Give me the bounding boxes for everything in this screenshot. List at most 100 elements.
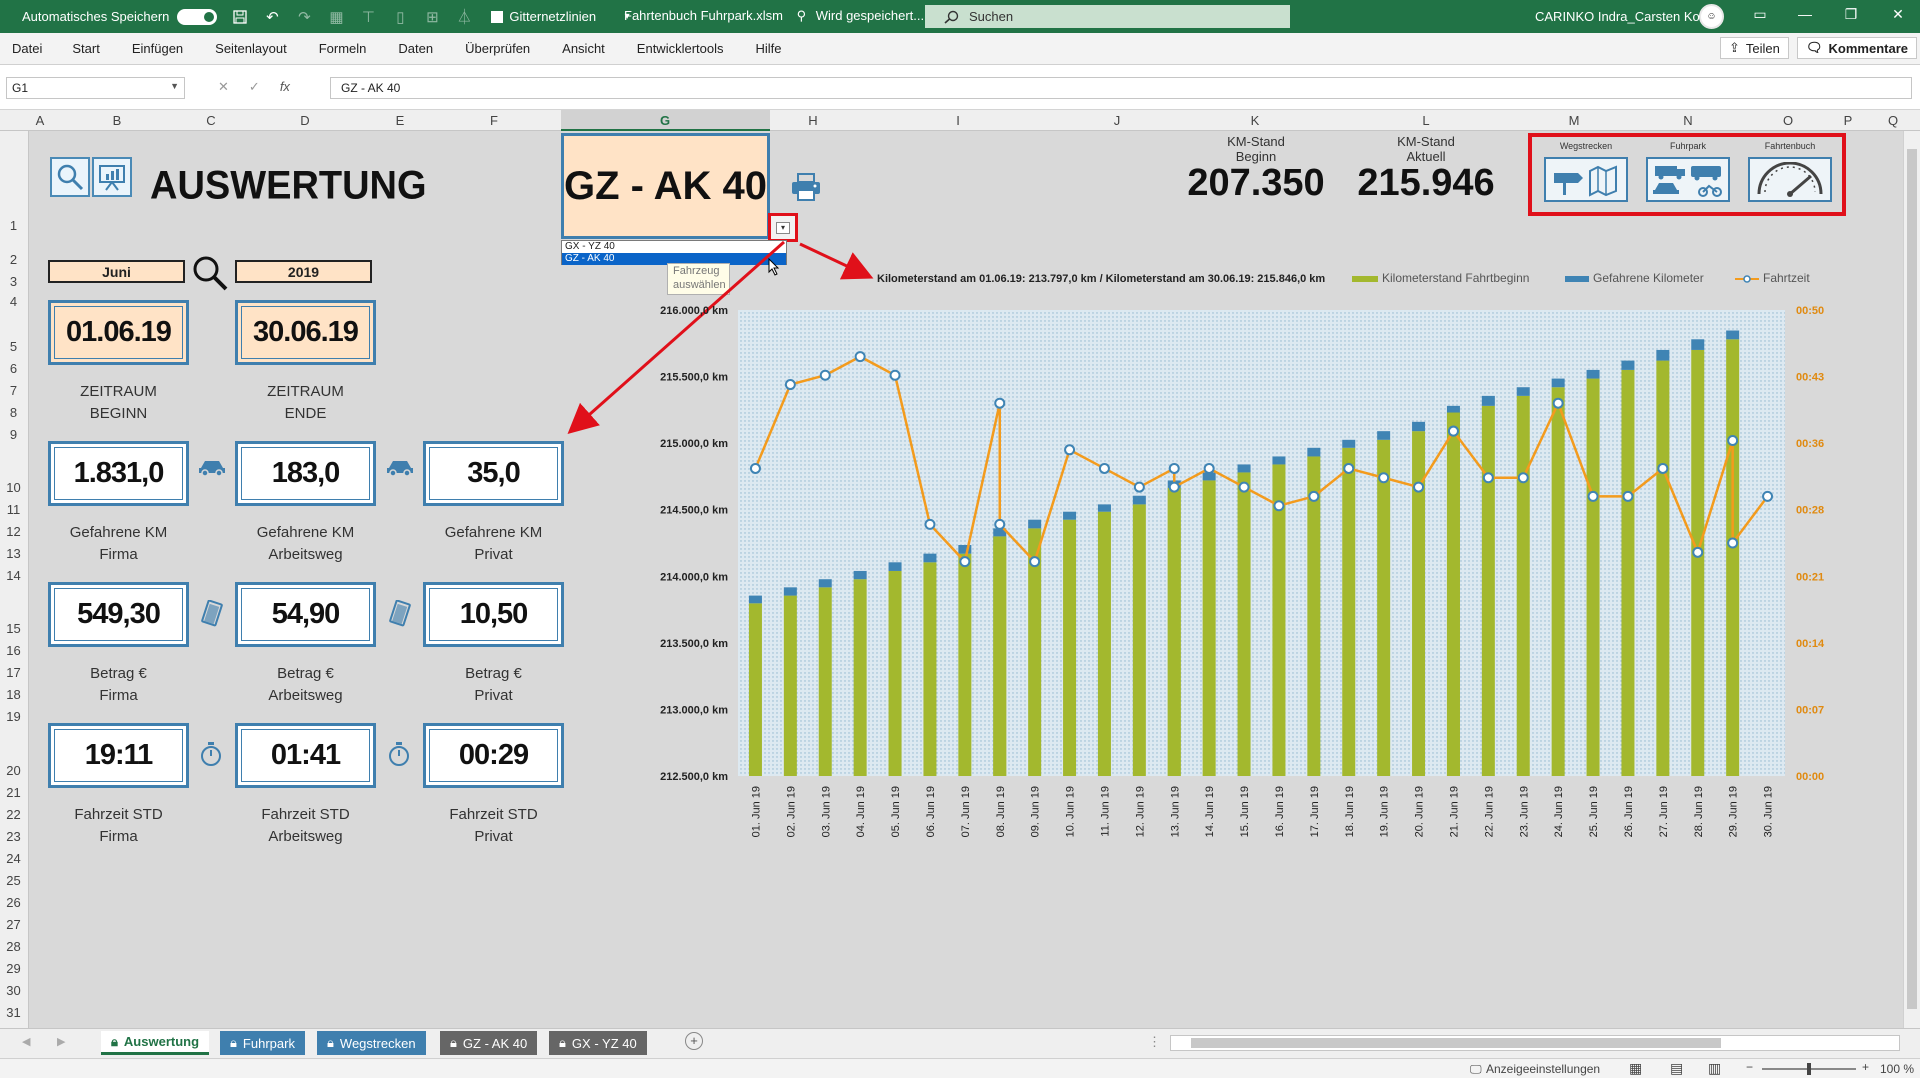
redo-icon[interactable]: ↷ [298, 8, 311, 26]
nav-fuhrpark-button[interactable] [1646, 157, 1730, 202]
zoom-slider[interactable] [1762, 1063, 1856, 1075]
col-header-m[interactable]: M [1568, 113, 1580, 128]
row-header[interactable]: 28 [6, 939, 21, 954]
row-header[interactable]: 4 [9, 294, 18, 309]
year-cell[interactable]: 2019 [235, 260, 372, 283]
confirm-icon[interactable]: ✓ [248, 79, 260, 94]
row-header[interactable]: 3 [9, 274, 18, 289]
row-header[interactable]: 9 [9, 427, 18, 442]
row-header[interactable]: 2 [9, 252, 18, 267]
tab-entwicklertools[interactable]: Entwicklertools [636, 41, 724, 56]
tab-formeln[interactable]: Formeln [318, 41, 367, 56]
row-header[interactable]: 8 [9, 405, 18, 420]
qa-icon-2[interactable]: ⊤ [361, 8, 375, 26]
row-header[interactable]: 12 [6, 524, 21, 539]
col-header-n[interactable]: N [1683, 113, 1693, 128]
row-header[interactable]: 6 [9, 361, 18, 376]
close-icon[interactable]: ✕ [1892, 6, 1904, 22]
display-settings-icon[interactable]: 🖵︎ [1470, 1062, 1482, 1076]
user-name[interactable]: CARINKO Indra_Carsten Kohl [1535, 9, 1710, 24]
row-header[interactable]: 27 [6, 917, 21, 932]
tab-ueberpruefen[interactable]: Überprüfen [465, 41, 531, 56]
more-icon[interactable]: ⋮ [1148, 1034, 1161, 1049]
col-header-q[interactable]: Q [1887, 113, 1899, 128]
qa-icon-3[interactable]: ▯ [396, 8, 405, 26]
zoom-in-icon[interactable]: + [1862, 1060, 1870, 1074]
col-header-k[interactable]: K [1250, 113, 1260, 128]
display-settings[interactable]: Anzeigeeinstellungen [1486, 1062, 1601, 1076]
next-sheet-icon[interactable]: ▶ [57, 1036, 66, 1048]
sheet-tab-fuhrpark[interactable]: 🔒︎ Fuhrpark [220, 1031, 305, 1055]
search-box[interactable]: Suchen [925, 5, 1290, 28]
row-header[interactable]: 16 [6, 643, 21, 658]
col-header-h[interactable]: H [808, 113, 818, 128]
col-header-p[interactable]: P [1843, 113, 1853, 128]
col-header-g[interactable]: G [659, 113, 671, 128]
cancel-icon[interactable]: ✕ [218, 79, 229, 94]
col-header-i[interactable]: I [956, 113, 960, 128]
search-tool-button[interactable] [50, 157, 90, 197]
sheet-tab-auswertung[interactable]: 🔒︎ Auswertung [101, 1031, 210, 1055]
page-break-icon[interactable]: ▥ [1708, 1060, 1722, 1076]
presentation-tool-button[interactable] [92, 157, 132, 197]
nav-fahrtenbuch-button[interactable] [1748, 157, 1832, 202]
row-header[interactable]: 29 [6, 961, 21, 976]
function-icon[interactable]: fx [279, 79, 290, 94]
undo-icon[interactable]: ↶ [266, 8, 279, 26]
col-header-a[interactable]: A [35, 113, 45, 128]
row-header[interactable]: 1 [9, 218, 18, 233]
save-icon[interactable] [231, 8, 249, 26]
ribbon-display-icon[interactable]: ▭ [1753, 6, 1767, 22]
name-box[interactable]: G1 ▼ [6, 77, 185, 99]
tab-seitenlayout[interactable]: Seitenlayout [215, 41, 287, 56]
zoom-level[interactable]: 100 % [1880, 1062, 1915, 1076]
tab-daten[interactable]: Daten [398, 41, 434, 56]
row-header[interactable]: 25 [6, 873, 21, 888]
dropdown-option[interactable]: GX - YZ 40 [565, 241, 615, 252]
horizontal-scrollbar-thumb[interactable] [1191, 1038, 1721, 1048]
row-header[interactable]: 10 [6, 480, 21, 495]
vehicle-selector-cell[interactable]: GZ - AK 40 [561, 133, 770, 239]
sheet-tab-gx-yz-40[interactable]: 🔒︎ GX - YZ 40 [549, 1031, 647, 1055]
vertical-scrollbar-thumb[interactable] [1907, 149, 1917, 1009]
vertical-scrollbar[interactable] [1903, 131, 1920, 1028]
gridlines-checkbox[interactable]: Gitternetzlinien [491, 9, 596, 24]
dropdown-option-selected[interactable]: GZ - AK 40 [562, 253, 786, 265]
sheet-tab-wegstrecken[interactable]: 🔒︎ Wegstrecken [317, 1031, 426, 1055]
restore-icon[interactable]: ❐ [1844, 6, 1858, 22]
zoom-slider-handle[interactable] [1807, 1063, 1811, 1075]
col-header-f[interactable]: F [490, 113, 498, 128]
autosave-toggle[interactable] [177, 8, 218, 25]
col-header-d[interactable]: D [300, 113, 310, 128]
tab-ansicht[interactable]: Ansicht [562, 41, 605, 56]
avatar[interactable]: ☺ [1699, 4, 1724, 29]
col-header-e[interactable]: E [395, 113, 405, 128]
row-header[interactable]: 20 [6, 763, 21, 778]
vehicle-dropdown-button[interactable]: ▾ [768, 213, 798, 242]
row-header[interactable]: 13 [6, 546, 21, 561]
tab-hilfe[interactable]: Hilfe [755, 41, 782, 56]
normal-view-icon[interactable]: ▦ [1629, 1060, 1643, 1076]
row-header[interactable]: 30 [6, 983, 21, 998]
row-header[interactable]: 14 [6, 568, 21, 583]
row-header[interactable]: 24 [6, 851, 21, 866]
col-header-o[interactable]: O [1782, 113, 1794, 128]
tab-datei[interactable]: Datei [12, 41, 43, 56]
qa-more-icon[interactable]: ▾ [624, 11, 630, 22]
row-header[interactable]: 18 [6, 687, 21, 702]
col-header-c[interactable]: C [206, 113, 216, 128]
row-header[interactable]: 22 [6, 807, 21, 822]
qa-icon-1[interactable]: ▦ [329, 8, 344, 26]
row-header[interactable]: 7 [9, 383, 18, 398]
row-header[interactable]: 5 [9, 339, 18, 354]
horizontal-scrollbar[interactable] [1170, 1035, 1900, 1051]
filter-icon[interactable]: ⏃ [456, 9, 472, 26]
qa-icon-4[interactable]: ⊞ [426, 8, 439, 26]
col-header-b[interactable]: B [112, 113, 122, 128]
row-header[interactable]: 21 [6, 785, 21, 800]
minimize-icon[interactable]: — [1798, 6, 1812, 22]
col-header-l[interactable]: L [1422, 113, 1430, 128]
sheet-tab-gz-ak-40[interactable]: 🔒︎ GZ - AK 40 [440, 1031, 538, 1055]
chevron-down-icon[interactable]: ▼ [170, 81, 179, 91]
comments-button[interactable]: 🗨 Kommentare [1797, 37, 1917, 59]
